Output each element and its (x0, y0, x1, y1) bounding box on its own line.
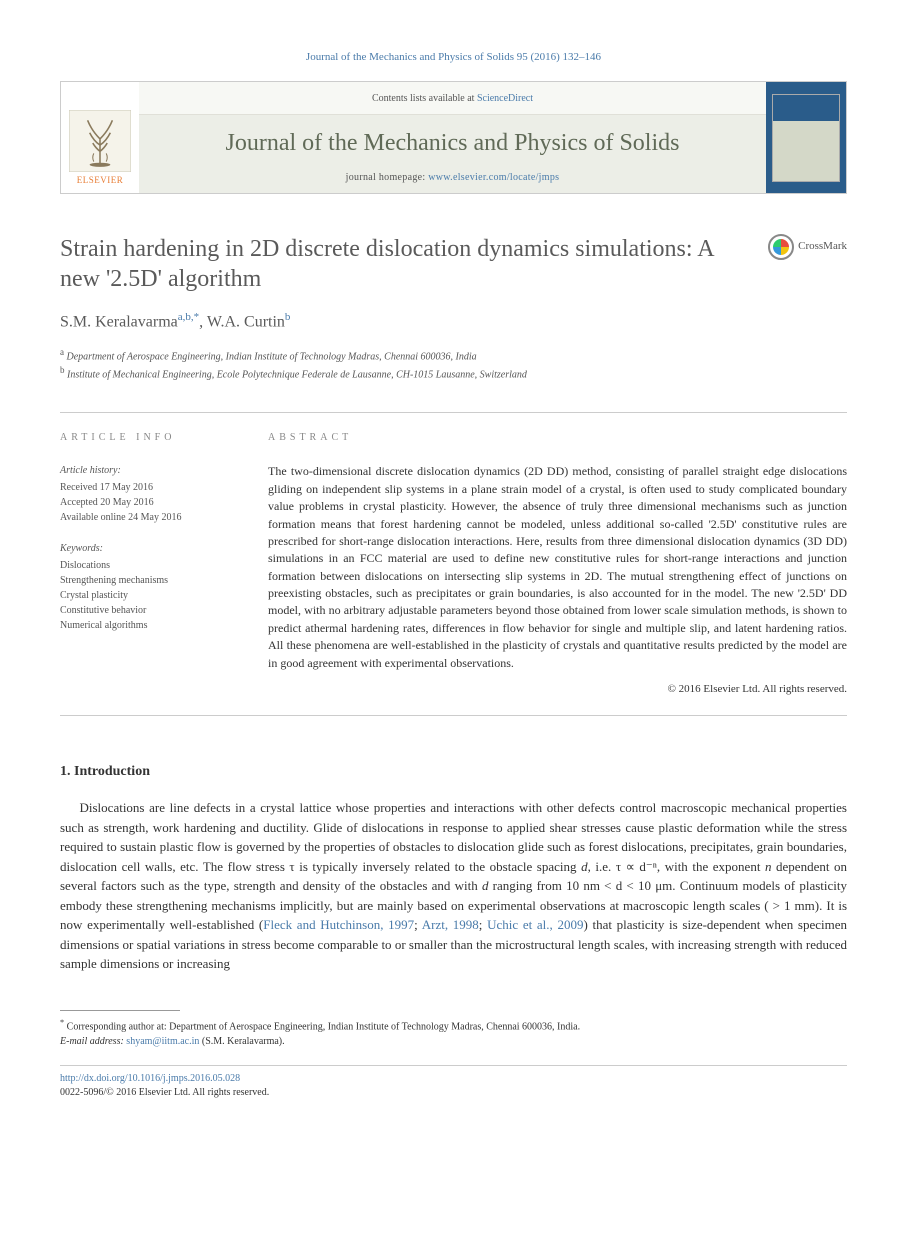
header-center: Contents lists available at ScienceDirec… (139, 82, 766, 193)
keywords-title: Keywords: (60, 541, 232, 556)
homepage-prefix: journal homepage: (346, 172, 429, 183)
keyword: Numerical algorithms (60, 618, 232, 633)
crossmark-widget[interactable]: CrossMark (768, 234, 847, 260)
affiliation-a: a Department of Aerospace Engineering, I… (60, 346, 847, 364)
ref-link[interactable]: Fleck and Hutchinson, 1997 (263, 917, 414, 932)
history-accepted: Accepted 20 May 2016 (60, 495, 232, 510)
corresponding-author-note: * Corresponding author at: Department of… (60, 1017, 847, 1034)
section-heading-1: 1. Introduction (60, 762, 847, 782)
keywords-block: Keywords: Dislocations Strengthening mec… (60, 541, 232, 633)
ref-link[interactable]: Arzt, 1998 (422, 917, 479, 932)
doi-link[interactable]: http://dx.doi.org/10.1016/j.jmps.2016.05… (60, 1072, 847, 1086)
author-1: S.M. Keralavarma (60, 313, 178, 330)
history-online: Available online 24 May 2016 (60, 510, 232, 525)
publisher-name: ELSEVIER (77, 174, 124, 187)
crossmark-label: CrossMark (798, 239, 847, 254)
author-1-affil: a,b,* (178, 311, 199, 323)
crossmark-icon (768, 234, 794, 260)
affiliation-b: b Institute of Mechanical Engineering, E… (60, 364, 847, 382)
keyword: Crystal plasticity (60, 588, 232, 603)
info-abstract-row: article info Article history: Received 1… (60, 412, 847, 716)
publisher-cell: ELSEVIER (61, 82, 139, 193)
journal-cover-thumbnail (772, 94, 840, 182)
email-line: E-mail address: shyam@iitm.ac.in (S.M. K… (60, 1034, 847, 1049)
citation-line: Journal of the Mechanics and Physics of … (60, 50, 847, 65)
title-row: Strain hardening in 2D discrete dislocat… (60, 234, 847, 294)
footnote-rule (60, 1010, 180, 1011)
article-title: Strain hardening in 2D discrete dislocat… (60, 234, 768, 294)
keyword: Dislocations (60, 558, 232, 573)
footnotes: * Corresponding author at: Department of… (60, 1017, 847, 1049)
abstract-text: The two-dimensional discrete dislocation… (268, 463, 847, 672)
article-info-label: article info (60, 431, 232, 445)
article-info-column: article info Article history: Received 1… (60, 413, 250, 715)
author-2-affil: b (285, 311, 291, 323)
contents-available-line: Contents lists available at ScienceDirec… (149, 92, 756, 106)
email-link[interactable]: shyam@iitm.ac.in (126, 1036, 199, 1047)
keyword: Strengthening mechanisms (60, 573, 232, 588)
abstract-column: abstract The two-dimensional discrete di… (250, 413, 847, 715)
elsevier-tree-logo (69, 110, 131, 172)
journal-cover-cell (766, 82, 846, 193)
author-list: S.M. Keralavarmaa,b,*, W.A. Curtinb (60, 310, 847, 334)
bottom-rule (60, 1065, 847, 1066)
homepage-line: journal homepage: www.elsevier.com/locat… (149, 171, 756, 185)
affiliations: a Department of Aerospace Engineering, I… (60, 346, 847, 383)
ref-link[interactable]: Uchic et al., 2009 (487, 917, 583, 932)
contents-prefix: Contents lists available at (372, 93, 477, 104)
history-received: Received 17 May 2016 (60, 480, 232, 495)
journal-header-box: ELSEVIER Contents lists available at Sci… (60, 81, 847, 194)
intro-paragraph-1: Dislocations are line defects in a cryst… (60, 798, 847, 974)
homepage-link[interactable]: www.elsevier.com/locate/jmps (428, 172, 559, 183)
abstract-copyright: © 2016 Elsevier Ltd. All rights reserved… (268, 682, 847, 697)
abstract-label: abstract (268, 431, 847, 445)
journal-title: Journal of the Mechanics and Physics of … (149, 127, 756, 161)
history-title: Article history: (60, 463, 232, 478)
author-2: , W.A. Curtin (199, 313, 285, 330)
page: Journal of the Mechanics and Physics of … (0, 0, 907, 1140)
issn-copyright: 0022-5096/© 2016 Elsevier Ltd. All right… (60, 1086, 847, 1100)
sciencedirect-link[interactable]: ScienceDirect (477, 93, 533, 104)
article-history-block: Article history: Received 17 May 2016 Ac… (60, 463, 232, 525)
keyword: Constitutive behavior (60, 603, 232, 618)
